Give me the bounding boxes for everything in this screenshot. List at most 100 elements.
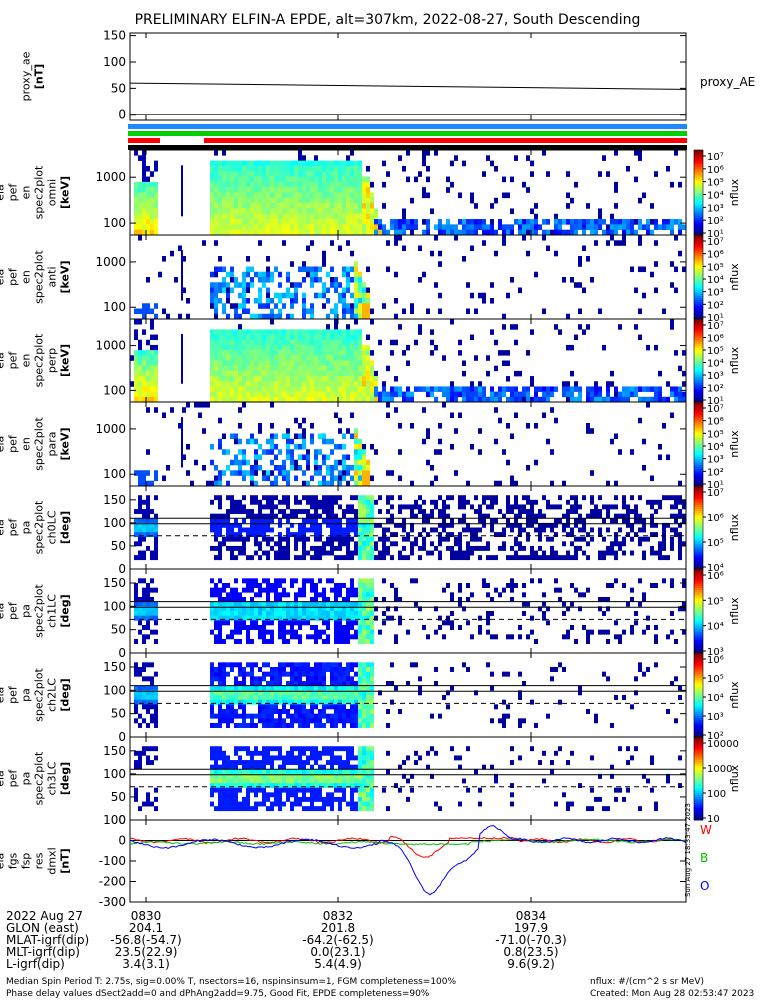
colorbar-segment [694, 387, 703, 390]
y-axis-label-line: ch3LC [46, 761, 59, 795]
y-tick-label: 100 [103, 683, 126, 697]
y-axis-label-line: ch2LC [46, 678, 59, 712]
colorbar-segment [694, 241, 703, 244]
colorbar-tick-label: 10⁵ [707, 346, 724, 357]
y-axis-label-line: pef [7, 351, 20, 370]
colorbar-segment [694, 608, 703, 612]
colorbar-segment [694, 793, 703, 796]
colorbar-segment [694, 302, 703, 305]
colorbar-segment [694, 569, 703, 572]
colorbar-segment [694, 815, 703, 819]
colorbar-segment [694, 730, 703, 734]
y-axis-label-line: fsp [20, 853, 33, 870]
fgs-legend-O: O [700, 879, 709, 893]
colorbar-segment [694, 460, 703, 464]
colorbar-segment [694, 562, 703, 566]
colorbar-segment [694, 722, 703, 725]
colorbar-segment [694, 481, 703, 485]
y-axis-label-line: ela [0, 603, 7, 620]
colorbar-segment [694, 788, 703, 792]
colorbar-segment [694, 198, 703, 202]
colorbar-label: nflux [728, 513, 741, 541]
y-tick-label: 0 [118, 646, 126, 660]
xaxis-row-label: MLAT-igrf(dip) [6, 933, 89, 947]
colorbar-segment [694, 224, 703, 227]
colorbar-segment [694, 732, 703, 736]
colorbar-tick-label: 10³ [707, 647, 724, 658]
colorbar-tick-label: 10⁷ [707, 321, 724, 332]
y-tick-label: 1000 [95, 170, 126, 184]
colorbar-tick-label: 10⁵ [707, 538, 724, 549]
colorbar-segment [694, 425, 703, 428]
y-tick-label: 50 [111, 539, 126, 553]
colorbar-tick-label: 10² [707, 300, 724, 311]
colorbar-segment [694, 636, 703, 639]
colorbar-segment [694, 450, 703, 453]
y-axis-label-line: [nT] [59, 848, 72, 873]
colorbar-segment [694, 709, 703, 713]
colorbar-segment [694, 655, 703, 658]
colorbar-segment [694, 289, 703, 293]
y-axis-label-line: pa [20, 688, 33, 702]
colorbar-segment [694, 209, 703, 213]
colorbar-segment [694, 510, 703, 514]
colorbar-segment [694, 341, 703, 345]
colorbar-tick-label: 10⁶ [707, 417, 724, 428]
y-tick-label: 100 [103, 599, 126, 613]
colorbar-segment [694, 343, 703, 347]
colorbar-segment [694, 496, 703, 499]
colorbar-segment [694, 372, 703, 376]
colorbar-segment [694, 323, 703, 326]
colorbar-segment [694, 283, 703, 286]
colorbar-segment [694, 293, 703, 297]
colorbar-segment [694, 753, 703, 757]
colorbar-segment [694, 755, 703, 759]
y-tick-label: 150 [103, 29, 126, 43]
y-axis-label-line: spec2plot [33, 500, 46, 554]
colorbar-segment [694, 379, 703, 382]
colorbar-segment [694, 479, 703, 483]
colorbar-segment [694, 581, 703, 585]
y-axis-label-line: ela [0, 436, 7, 453]
colorbar-segment [694, 329, 703, 332]
y-tick-label: 50 [111, 81, 126, 95]
colorbar-tick-label: 10¹ [707, 396, 724, 407]
footer-units: nflux: #/(cm^2 s sr MeV) [590, 977, 704, 987]
xaxis-row-value: 204.1 [129, 921, 163, 935]
colorbar-tick-label: 10⁶ [707, 250, 724, 261]
colorbar-segment [694, 772, 703, 775]
colorbar-tick-label: 10¹ [707, 313, 724, 324]
colorbar-segment [694, 483, 703, 487]
xaxis-row-value: 201.8 [321, 921, 355, 935]
colorbar-tick-label: 10³ [707, 371, 724, 382]
vertical-stamp: Sun Aug 27 18:33:47 2023 [684, 803, 692, 897]
colorbar-segment [694, 535, 703, 539]
colorbar-segment [694, 454, 703, 457]
colorbar-segment [694, 634, 703, 637]
colorbar-segment [694, 699, 703, 702]
y-axis-label-line: pa [20, 772, 33, 786]
colorbar-segment [694, 646, 703, 650]
spectrogram-8 [134, 746, 682, 812]
colorbar-segment [694, 517, 703, 520]
colorbar-segment [694, 795, 703, 798]
colorbar-label: nflux [728, 263, 741, 291]
colorbar-segment [694, 381, 703, 384]
colorbar-segment [694, 316, 703, 320]
colorbar-segment [694, 759, 703, 763]
y-axis-label-line: perp [46, 348, 59, 373]
colorbar-segment [694, 640, 703, 643]
colorbar-label: nflux [728, 597, 741, 625]
y-axis-label-line: pef [7, 267, 20, 286]
colorbar-segment [694, 177, 703, 181]
colorbar-segment [694, 256, 703, 259]
y-axis-label-line: ela [0, 853, 7, 870]
colorbar-tick-label: 1000 [707, 764, 732, 775]
colorbar-segment [694, 533, 703, 537]
colorbar-segment [694, 308, 703, 311]
colorbar-tick-label: 100 [707, 789, 726, 800]
colorbar-segment [694, 339, 703, 343]
colorbar-label: nflux [728, 681, 741, 709]
colorbar-segment [694, 375, 703, 378]
colorbar-segment [694, 546, 703, 549]
